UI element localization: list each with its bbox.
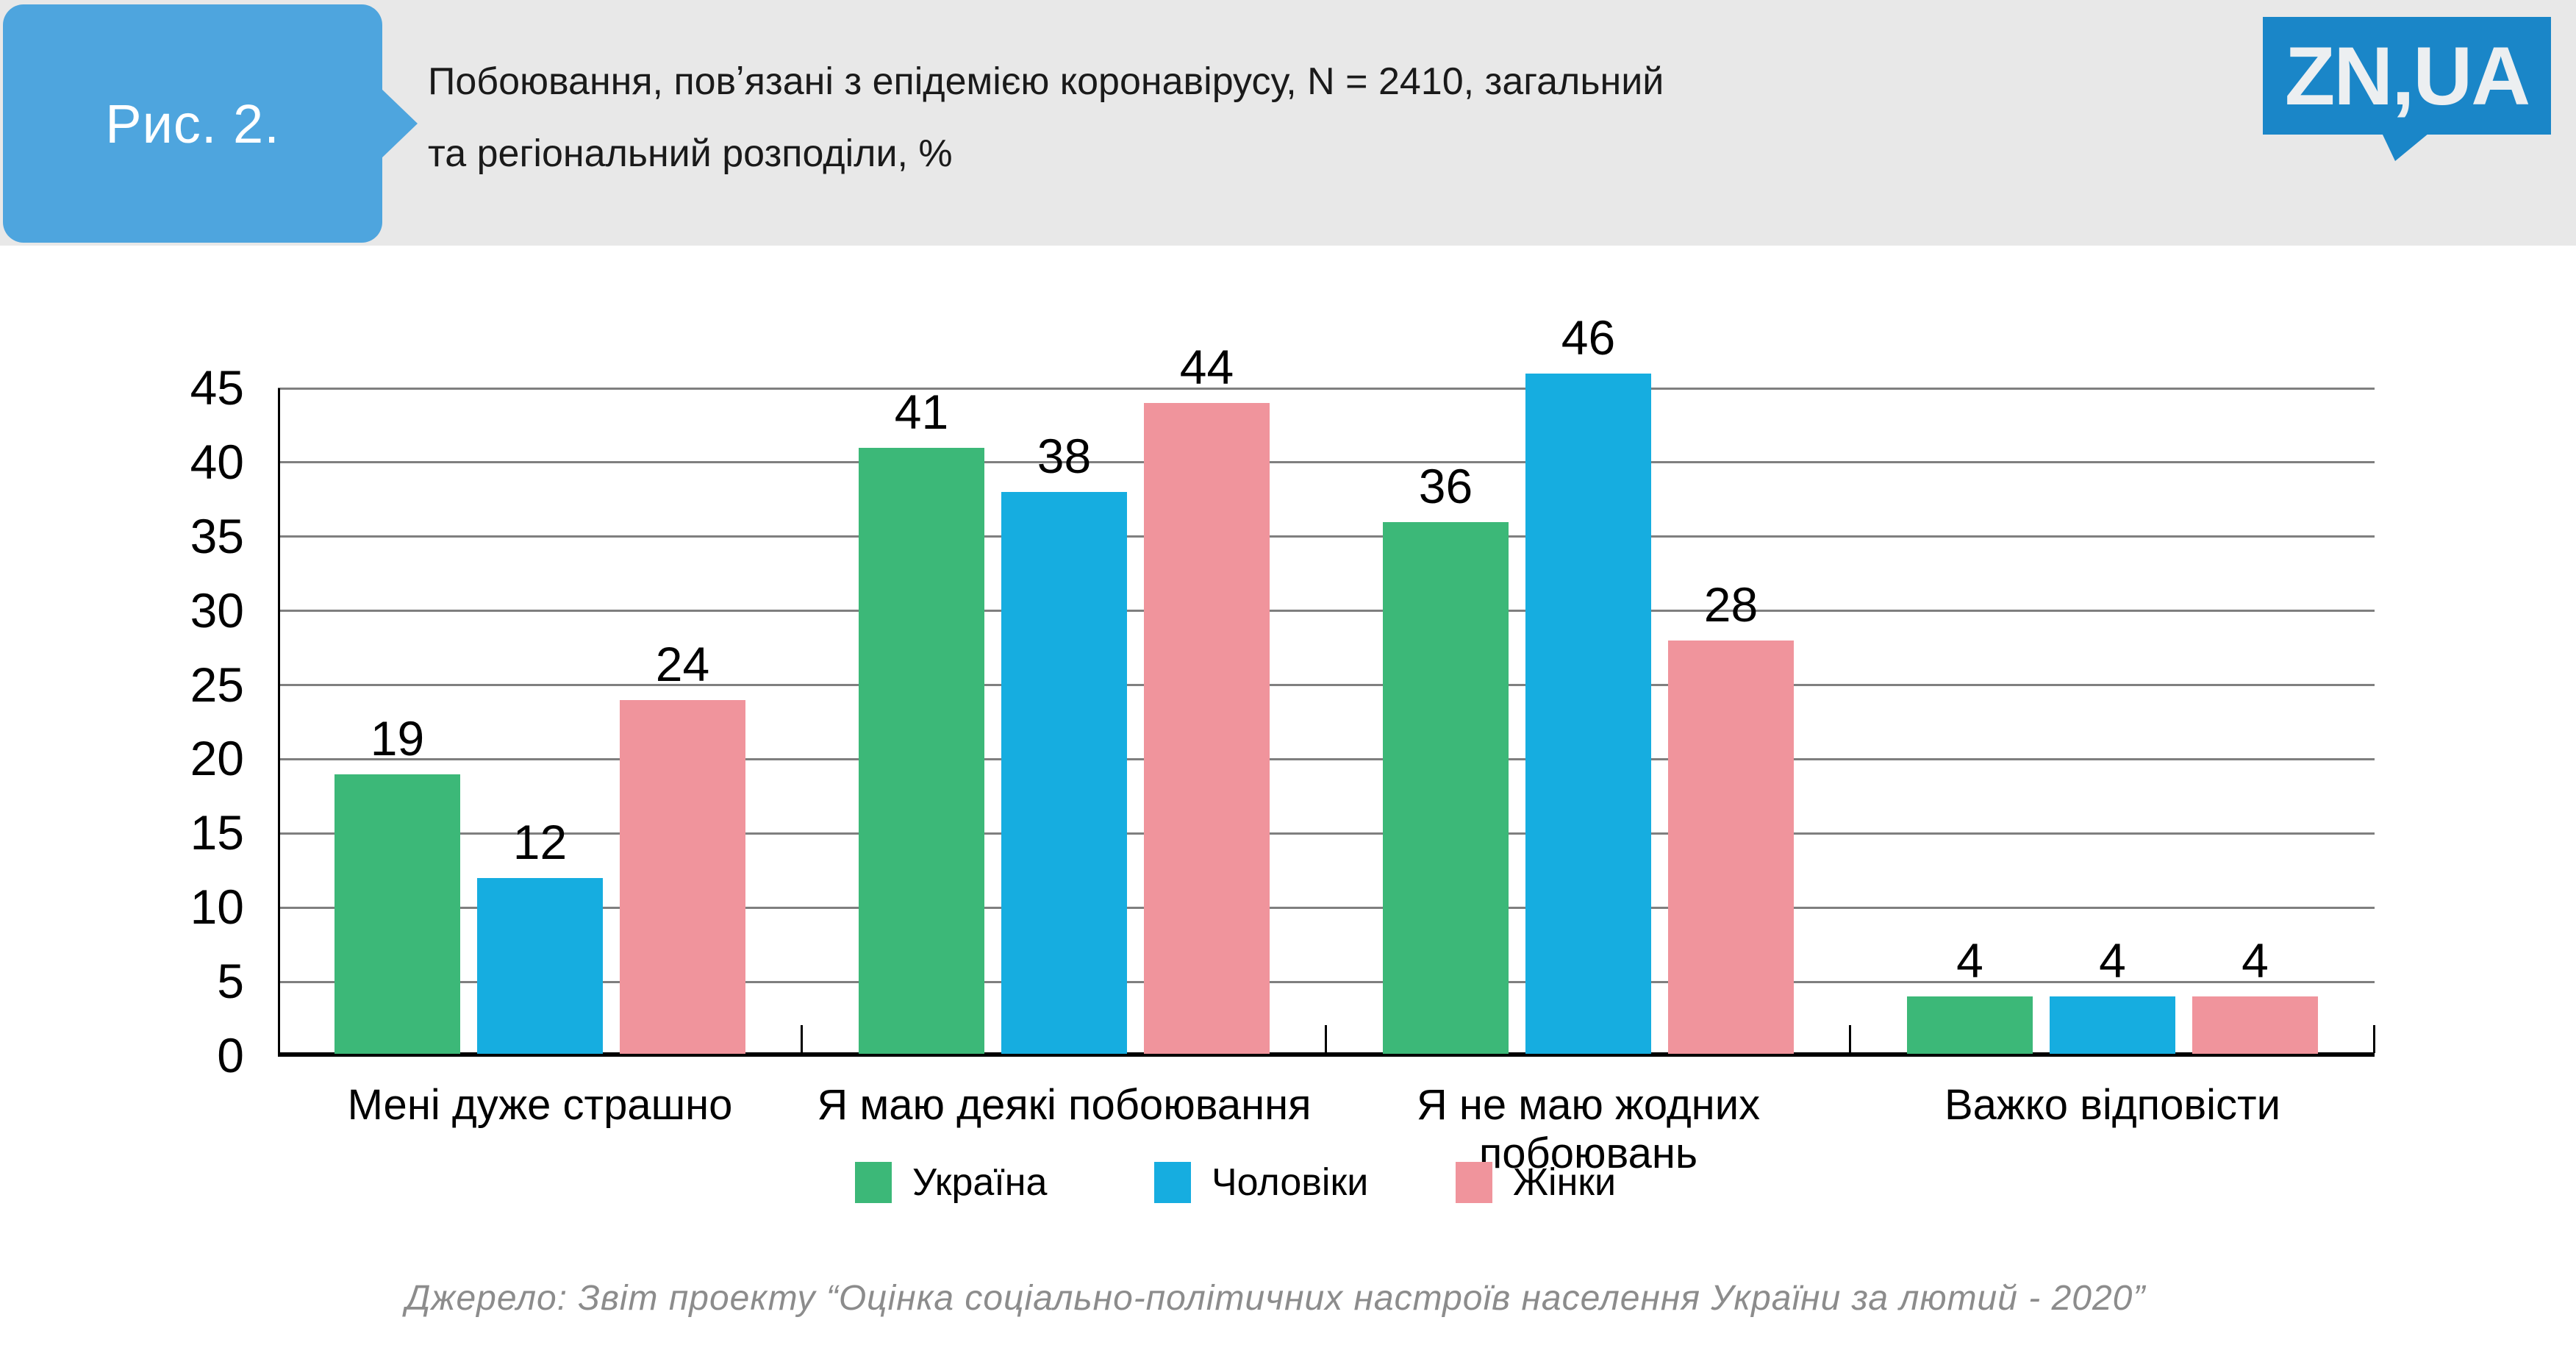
y-tick-label-20: 20 xyxy=(190,731,244,786)
znua-logo-text: ZN,UA xyxy=(2284,29,2530,122)
bar-value-Україна-2: 41 xyxy=(894,384,949,439)
y-tick-label-5: 5 xyxy=(217,954,244,1009)
category-label-1: Мені дуже страшно xyxy=(347,1081,733,1129)
bar-value-Чоловіки-3: 46 xyxy=(1561,310,1616,365)
figure-badge: Рис. 2. xyxy=(3,4,382,243)
gridline-20 xyxy=(278,757,2375,760)
legend-swatch-icon xyxy=(855,1162,892,1203)
figure-badge-label: Рис. 2. xyxy=(105,93,280,154)
legend-label: Україна xyxy=(912,1161,1048,1204)
y-tick-label-40: 40 xyxy=(190,434,244,489)
gridline-40 xyxy=(278,461,2375,464)
y-tick-label-0: 0 xyxy=(217,1028,244,1082)
category-label-2: Я маю деякі побоювання xyxy=(817,1081,1312,1129)
legend-swatch-icon xyxy=(1154,1162,1191,1203)
znua-logo-speech-tail-icon xyxy=(2382,133,2429,161)
y-tick-label-25: 25 xyxy=(190,657,244,712)
x-axis-tick-2 xyxy=(1325,1025,1327,1053)
bar-Чоловіки-1 xyxy=(477,877,603,1054)
bar-Жінки-2 xyxy=(1144,403,1270,1054)
bar-value-Жінки-1: 24 xyxy=(655,636,710,691)
bar-value-Чоловіки-1: 12 xyxy=(512,814,568,869)
bar-value-Чоловіки-2: 38 xyxy=(1037,429,1092,484)
bar-Чоловіки-2 xyxy=(1001,492,1127,1054)
category-label-4: Важко відповісти xyxy=(1944,1081,2280,1129)
legend-label: Жінки xyxy=(1513,1161,1617,1204)
gridline-45 xyxy=(278,387,2375,390)
header-band: Рис. 2. Побоювання, повʼязані з епідеміє… xyxy=(0,0,2576,246)
chart-title: Побоювання, повʼязані з епідемією корона… xyxy=(428,60,1664,175)
znua-logo: ZN,UA xyxy=(2263,17,2551,135)
legend-label: Чоловіки xyxy=(1212,1161,1369,1204)
x-axis-tick-1 xyxy=(801,1025,803,1053)
y-tick-label-10: 10 xyxy=(190,880,244,935)
bar-value-Україна-4: 4 xyxy=(1956,933,1983,988)
bar-Україна-3 xyxy=(1383,521,1509,1054)
bar-Жінки-3 xyxy=(1668,641,1794,1054)
gridline-10 xyxy=(278,906,2375,909)
x-axis-line xyxy=(278,1052,2375,1057)
gridline-25 xyxy=(278,684,2375,687)
bar-Чоловіки-4 xyxy=(2050,996,2175,1054)
gridline-5 xyxy=(278,980,2375,983)
bar-value-Жінки-2: 44 xyxy=(1179,340,1234,395)
y-tick-label-15: 15 xyxy=(190,805,244,860)
bar-value-Чоловіки-4: 4 xyxy=(2099,933,2126,988)
legend-swatch-icon xyxy=(1456,1162,1492,1203)
x-axis-tick-4 xyxy=(2373,1025,2375,1053)
bar-Україна-4 xyxy=(1907,996,2033,1054)
y-axis-line xyxy=(278,388,280,1056)
bar-value-Україна-1: 19 xyxy=(370,710,425,766)
bar-value-Жінки-3: 28 xyxy=(1703,577,1759,632)
y-tick-label-45: 45 xyxy=(190,360,244,415)
bar-Україна-2 xyxy=(859,447,984,1054)
bar-value-Жінки-4: 4 xyxy=(2242,933,2269,988)
y-tick-label-35: 35 xyxy=(190,508,244,563)
bar-Жінки-4 xyxy=(2192,996,2318,1054)
bar-value-Україна-3: 36 xyxy=(1418,458,1473,513)
figure-badge-arrow-icon xyxy=(381,88,418,159)
gridline-30 xyxy=(278,610,2375,613)
bar-Україна-1 xyxy=(334,774,460,1054)
x-axis-tick-3 xyxy=(1849,1025,1851,1053)
bar-Чоловіки-3 xyxy=(1525,373,1651,1054)
gridline-15 xyxy=(278,832,2375,835)
bar-Жінки-1 xyxy=(620,699,745,1054)
gridline-35 xyxy=(278,535,2375,538)
source-caption: Джерело: Звіт проекту “Оцінка соціально-… xyxy=(405,1279,2146,1318)
category-label-3: Я не маю жодних побоювань xyxy=(1416,1081,1761,1177)
y-tick-label-30: 30 xyxy=(190,582,244,638)
